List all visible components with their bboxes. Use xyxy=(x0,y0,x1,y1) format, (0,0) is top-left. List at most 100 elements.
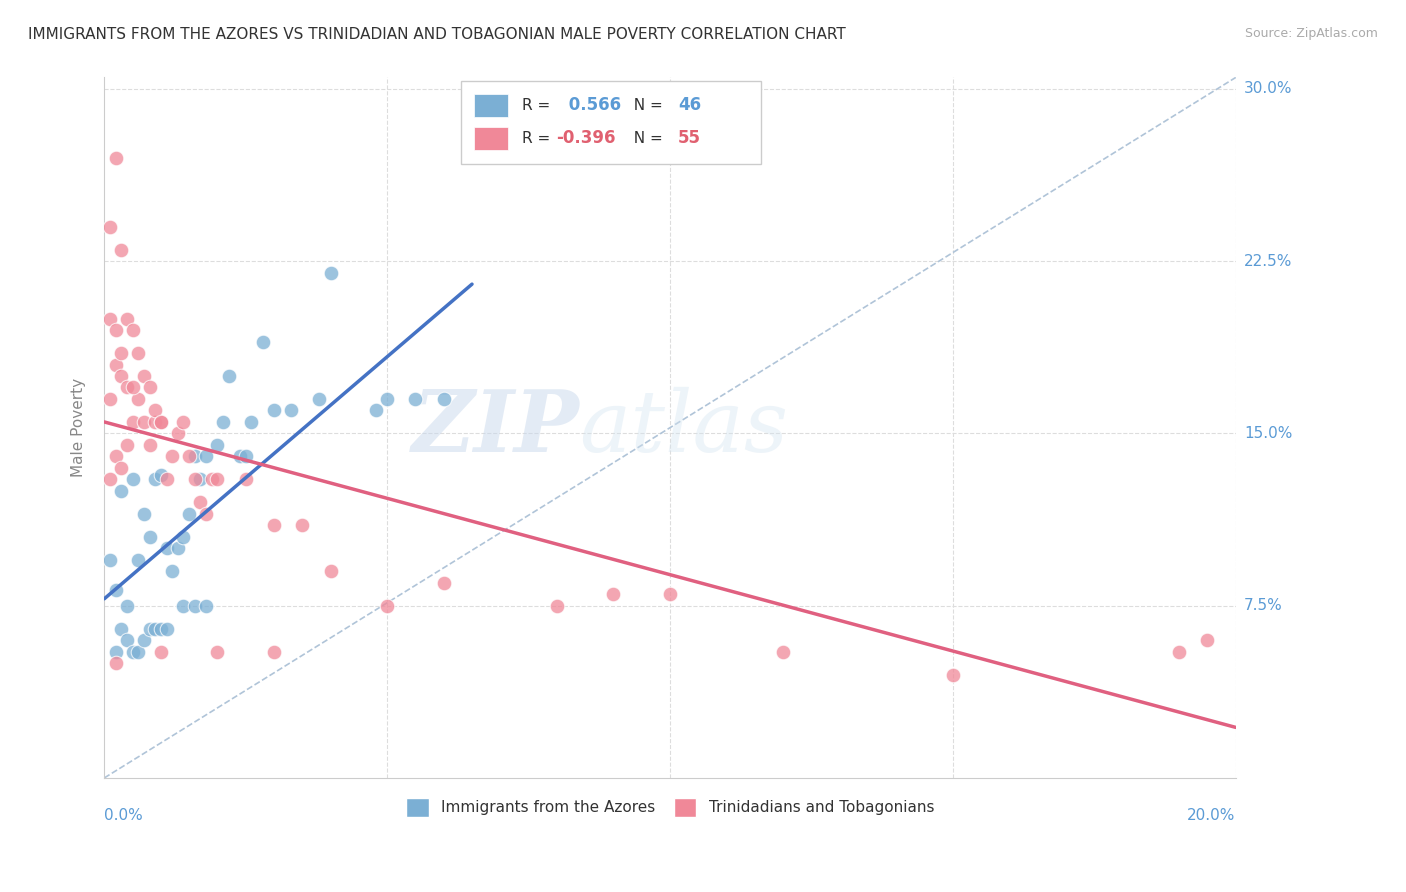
Point xyxy=(115,633,138,648)
Point xyxy=(404,392,426,406)
Point xyxy=(149,415,172,429)
Point xyxy=(240,415,263,429)
Point xyxy=(110,243,132,257)
Text: 46: 46 xyxy=(678,96,702,114)
Point xyxy=(184,599,207,613)
Point xyxy=(115,380,138,394)
Point xyxy=(127,553,149,567)
Point xyxy=(98,392,121,406)
Point xyxy=(184,450,207,464)
Point xyxy=(121,380,143,394)
Point xyxy=(110,369,132,384)
Point xyxy=(160,564,183,578)
Point xyxy=(179,507,201,521)
Point xyxy=(173,599,195,613)
Point xyxy=(291,518,314,533)
Point xyxy=(127,392,149,406)
Point xyxy=(138,380,160,394)
Point xyxy=(121,415,143,429)
Text: 7.5%: 7.5% xyxy=(1244,599,1282,613)
Point xyxy=(229,450,252,464)
Point xyxy=(104,358,127,372)
Point xyxy=(121,645,143,659)
Point xyxy=(132,507,155,521)
Text: N =: N = xyxy=(624,131,668,146)
Point xyxy=(263,403,285,417)
Point xyxy=(433,575,456,590)
Point xyxy=(149,622,172,636)
Point xyxy=(138,530,160,544)
Point xyxy=(143,403,166,417)
Point xyxy=(218,369,240,384)
Point xyxy=(179,450,201,464)
Point xyxy=(155,541,177,556)
Point xyxy=(184,472,207,486)
Text: IMMIGRANTS FROM THE AZORES VS TRINIDADIAN AND TOBAGONIAN MALE POVERTY CORRELATIO: IMMIGRANTS FROM THE AZORES VS TRINIDADIA… xyxy=(28,27,846,42)
Point xyxy=(319,266,342,280)
Point xyxy=(104,151,127,165)
Point xyxy=(155,472,177,486)
Text: atlas: atlas xyxy=(579,386,789,469)
Point xyxy=(143,415,166,429)
Point xyxy=(212,415,235,429)
Point xyxy=(104,582,127,597)
Text: 15.0%: 15.0% xyxy=(1244,425,1292,441)
Point xyxy=(110,346,132,360)
Point xyxy=(98,472,121,486)
Point xyxy=(772,645,794,659)
Point xyxy=(1168,645,1191,659)
Point xyxy=(195,507,218,521)
Point xyxy=(160,450,183,464)
FancyBboxPatch shape xyxy=(461,81,761,163)
Point xyxy=(207,645,229,659)
Point xyxy=(280,403,302,417)
Point xyxy=(127,645,149,659)
Point xyxy=(190,472,212,486)
Text: 55: 55 xyxy=(678,129,702,147)
Text: Source: ZipAtlas.com: Source: ZipAtlas.com xyxy=(1244,27,1378,40)
Point xyxy=(98,311,121,326)
Point xyxy=(110,461,132,475)
Point xyxy=(110,622,132,636)
Point xyxy=(659,587,682,601)
Point xyxy=(138,438,160,452)
Text: R =: R = xyxy=(522,131,555,146)
Point xyxy=(149,415,172,429)
Point xyxy=(942,667,965,681)
Point xyxy=(143,622,166,636)
Point xyxy=(195,450,218,464)
Text: 30.0%: 30.0% xyxy=(1244,81,1292,96)
Point xyxy=(546,599,568,613)
Y-axis label: Male Poverty: Male Poverty xyxy=(72,378,86,477)
Point xyxy=(104,656,127,670)
Point xyxy=(235,450,257,464)
Point xyxy=(308,392,330,406)
Point xyxy=(115,438,138,452)
Point xyxy=(104,450,127,464)
Point xyxy=(149,645,172,659)
Point xyxy=(132,633,155,648)
Text: -0.396: -0.396 xyxy=(555,129,616,147)
Point xyxy=(132,415,155,429)
Point xyxy=(149,467,172,482)
Point xyxy=(364,403,387,417)
Text: 0.0%: 0.0% xyxy=(104,808,143,823)
Point xyxy=(375,599,398,613)
Point xyxy=(207,472,229,486)
Point xyxy=(138,622,160,636)
Point xyxy=(98,553,121,567)
Point xyxy=(110,483,132,498)
Point xyxy=(207,438,229,452)
Point xyxy=(104,323,127,337)
Point xyxy=(173,530,195,544)
Point xyxy=(319,564,342,578)
Text: N =: N = xyxy=(624,98,668,113)
Legend: Immigrants from the Azores, Trinidadians and Tobagonians: Immigrants from the Azores, Trinidadians… xyxy=(399,792,941,822)
Point xyxy=(143,472,166,486)
Point xyxy=(201,472,224,486)
Text: 22.5%: 22.5% xyxy=(1244,253,1292,268)
Point xyxy=(98,219,121,234)
Point xyxy=(263,518,285,533)
Point xyxy=(1197,633,1219,648)
Point xyxy=(602,587,624,601)
